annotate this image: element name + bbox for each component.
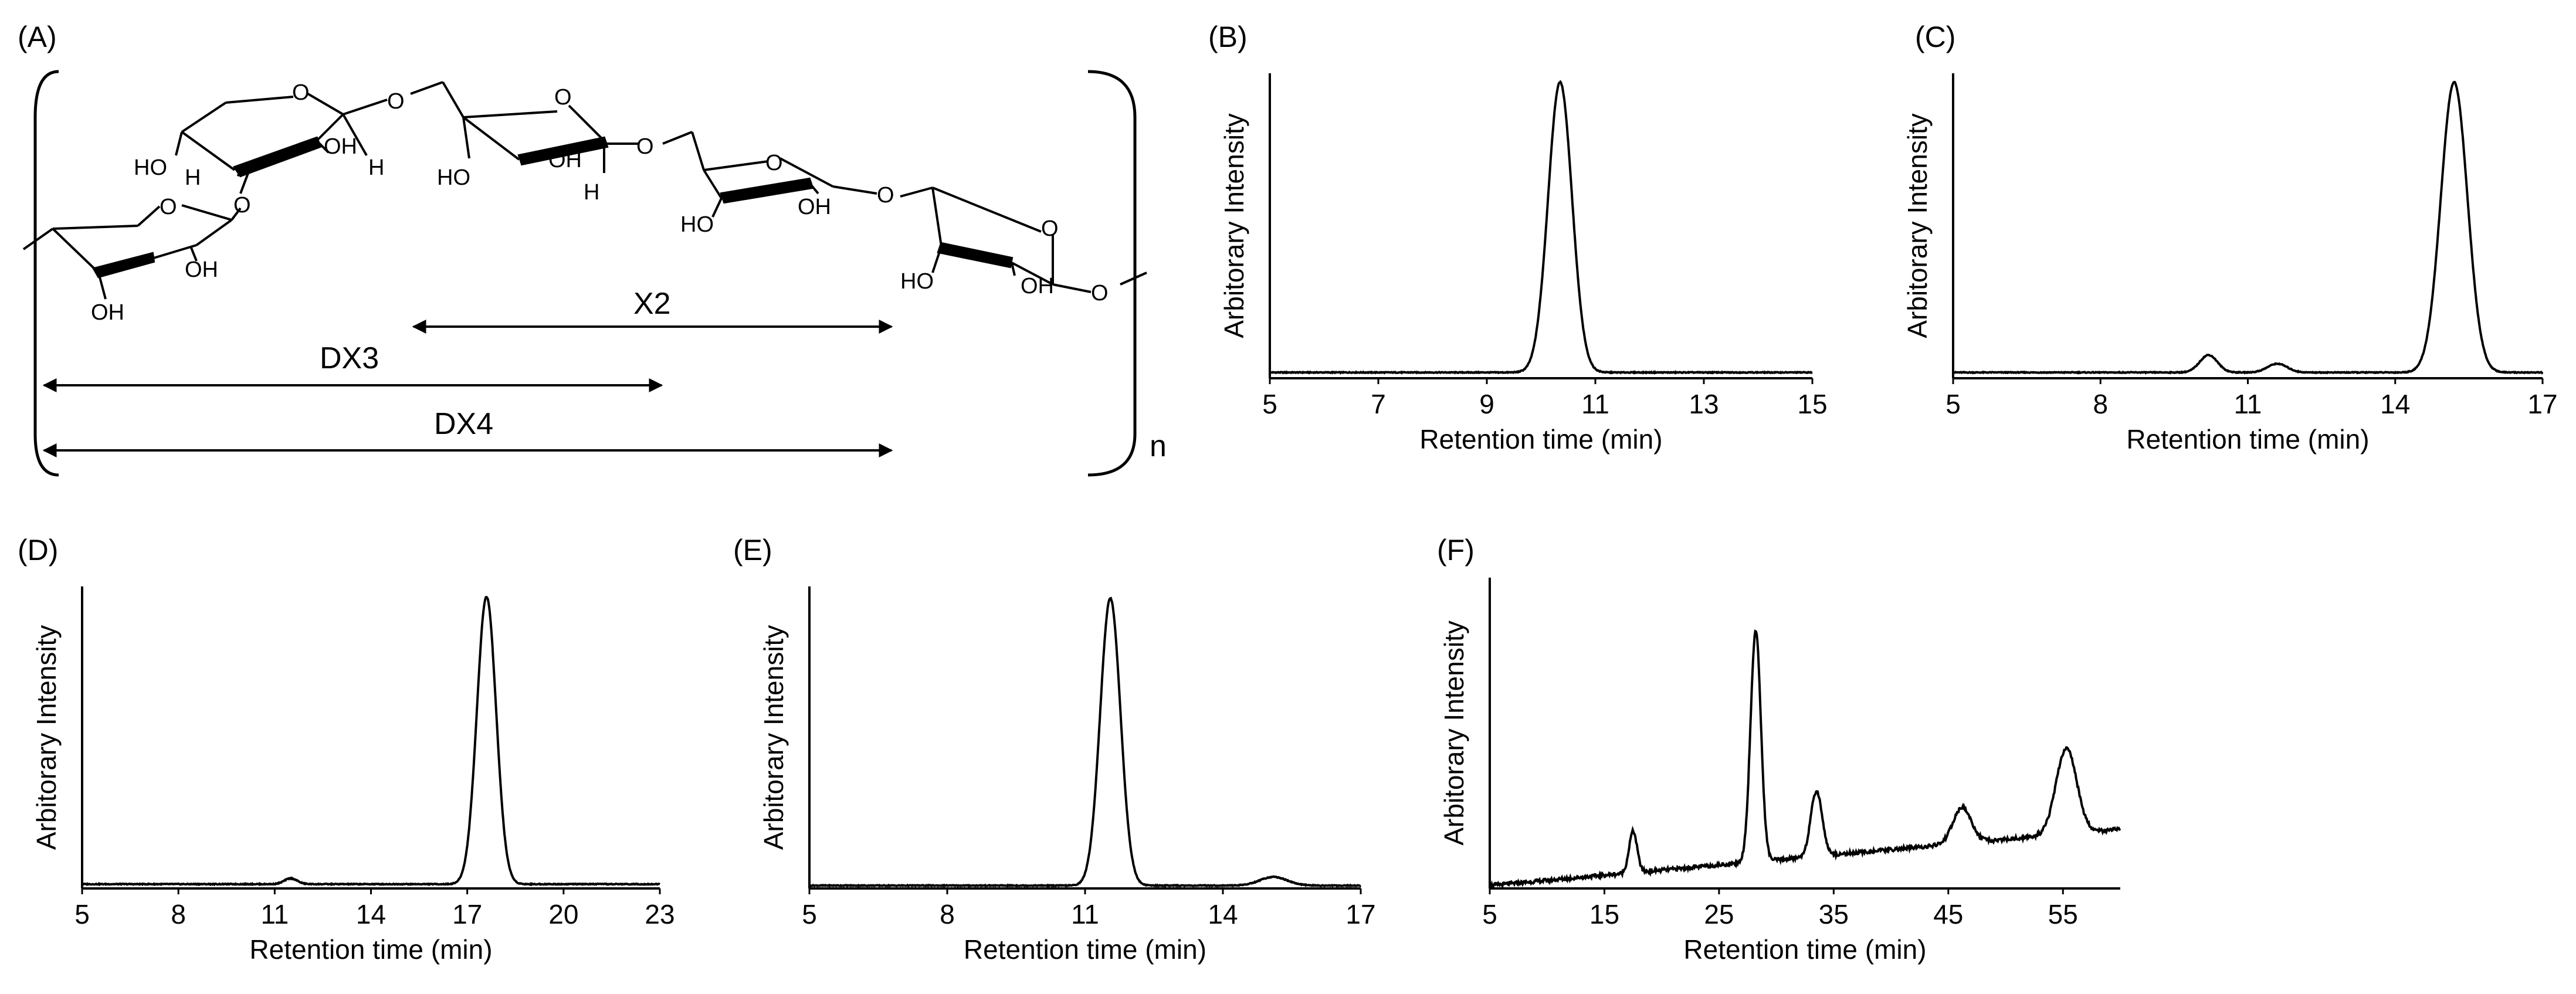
xylose-ring-4 [662, 131, 877, 218]
atom-o: O [160, 195, 177, 219]
panel-label-d: (D) [18, 534, 58, 566]
x-tick-label: 5 [1945, 389, 1961, 419]
x-tick-label: 23 [645, 899, 674, 929]
x2-label: X2 [633, 287, 671, 321]
chart-panel-b: (B) 5 7 9 11 13 15 Retention time (min) Arbitora… [1208, 21, 1828, 454]
x-tick-label: 11 [2234, 389, 2262, 419]
xylose-ring-2-labels: O HO H OH H O [134, 80, 405, 190]
panel-label-b: (B) [1208, 21, 1248, 53]
dx4-label: DX4 [434, 407, 493, 441]
panel-label-f: (F) [1437, 534, 1475, 566]
y-axis-title: Arbitorary Intensity [1219, 113, 1249, 338]
atom-o: O [765, 151, 783, 175]
x-tick-label: 11 [1581, 389, 1609, 419]
x-tick-label: 55 [2048, 899, 2078, 929]
x-axis-title: Retention time (min) [964, 934, 1206, 965]
x-tick-label: 5 [802, 899, 817, 929]
x-axis-title: Retention time (min) [1419, 424, 1662, 454]
x-tick-label: 5 [1482, 899, 1497, 929]
xylose-ring-4-labels: O HO OH O [680, 151, 894, 237]
atom-ho: HO [680, 212, 714, 237]
x-tick-label: 15 [1589, 899, 1619, 929]
atom-oh: OH [185, 257, 218, 282]
x-tick-label: 25 [1704, 899, 1734, 929]
dx3-label: DX3 [320, 341, 379, 375]
atom-oh: OH [1021, 274, 1054, 298]
atom-o: O [292, 80, 310, 105]
repeat-unit-n: n [1150, 429, 1167, 463]
x-axis-title: Retention time (min) [1683, 934, 1926, 965]
series-line-chromatogram [82, 596, 660, 887]
y-axis-title: Arbitorary Intensity [31, 625, 62, 850]
x-tick-label: 35 [1819, 899, 1849, 929]
chart-panel-c: (C) 5 8 11 14 17 Retention time (min) Arbitorar… [1902, 21, 2558, 454]
series-line-chromatogram [1953, 80, 2544, 375]
atom-ho: HO [134, 155, 167, 180]
x-axis-title: Retention time (min) [2126, 424, 2369, 454]
panel-label-e: (E) [733, 534, 772, 566]
x-tick-label: 7 [1371, 389, 1386, 419]
x-tick-label: 9 [1479, 389, 1494, 419]
x-tick-label: 8 [2093, 389, 2108, 419]
panel-label-c: (C) [1915, 21, 1955, 53]
repeat-bracket-right [1087, 70, 1137, 477]
x-tick-label: 15 [1797, 389, 1827, 419]
x-tick-label: 20 [548, 899, 578, 929]
y-axis-title: Arbitorary Intensity [758, 625, 789, 850]
series-line-chromatogram [808, 596, 1362, 888]
atom-o: O [636, 134, 654, 159]
x-tick-label: 5 [1262, 389, 1277, 419]
chart-panel-e: (E) 5 8 11 14 17 Retention time (min) Arbitorar… [733, 534, 1376, 965]
atom-o: O [233, 193, 251, 218]
xylose-ring-3 [410, 81, 639, 173]
y-axis-title: Arbitorary Intensity [1439, 620, 1469, 845]
xylose-ring-1-labels: O OH OH O [91, 193, 251, 325]
chromatogram-panels: (B) 5 7 9 11 13 15 Retention time (min) Arbitora… [18, 21, 2558, 965]
series-line-chromatogram [1269, 80, 1813, 375]
atom-ho: HO [437, 165, 470, 190]
atom-o: O [1091, 281, 1109, 306]
series-line-chromatogram [1489, 629, 2121, 890]
atom-o: O [554, 85, 572, 110]
xylose-ring-5-labels: O HO OH O [900, 216, 1109, 306]
atom-o: O [877, 183, 894, 208]
xylose-ring-3-labels: O HO OH H O [437, 85, 654, 205]
y-axis-title: Arbitorary Intensity [1902, 113, 1933, 338]
x-tick-label: 8 [171, 899, 186, 929]
x-tick-label: 8 [940, 899, 955, 929]
x-tick-label: 11 [1071, 899, 1099, 929]
panel-label-a: (A) [18, 21, 57, 53]
atom-h: H [185, 165, 201, 190]
panel-a: (A) n O OH OH O [18, 21, 1167, 477]
atom-oh: OH [324, 134, 357, 159]
atom-h: H [584, 180, 599, 205]
x-tick-label: 17 [2527, 389, 2557, 419]
atom-o: O [1041, 216, 1059, 241]
chart-panel-d: (D) 5 8 11 14 17 20 23 Retention time (min) Arbit… [18, 534, 675, 965]
atom-oh: OH [91, 300, 124, 325]
x-tick-label: 14 [1208, 899, 1238, 929]
x-tick-label: 14 [2380, 389, 2410, 419]
x-tick-label: 45 [1933, 899, 1963, 929]
x-tick-label: 17 [1345, 899, 1375, 929]
atom-h: H [368, 155, 384, 180]
atom-ho: HO [900, 269, 934, 294]
atom-oh: OH [798, 195, 831, 219]
chart-panel-f: (F) 5 15 25 35 45 55 Retention time (min) Arbito… [1437, 534, 2121, 965]
xylose-ring-5 [900, 186, 1147, 293]
x-axis-title: Retention time (min) [249, 934, 492, 965]
x-tick-label: 13 [1689, 389, 1719, 419]
repeat-bracket-left [33, 70, 59, 477]
atom-o: O [387, 89, 405, 114]
xylose-ring-2 [175, 93, 388, 178]
x-tick-label: 5 [74, 899, 90, 929]
x-tick-label: 11 [260, 899, 289, 929]
x-tick-label: 14 [356, 899, 386, 929]
atom-oh: OH [548, 148, 582, 172]
x-tick-label: 17 [452, 899, 482, 929]
